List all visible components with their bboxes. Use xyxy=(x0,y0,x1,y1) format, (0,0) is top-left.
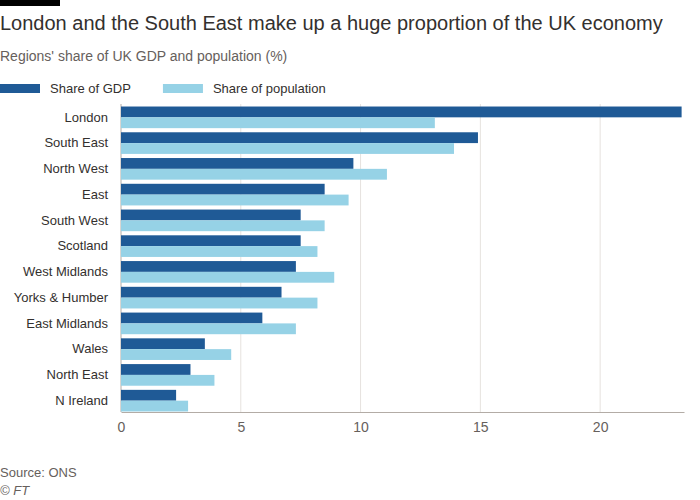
bar xyxy=(121,184,325,195)
brand-bar xyxy=(0,0,60,6)
x-tick: 10 xyxy=(353,412,369,435)
bar xyxy=(121,235,301,246)
y-tick: East Midlands xyxy=(26,316,121,331)
y-tick: West Midlands xyxy=(23,264,121,279)
bars xyxy=(121,107,682,412)
bar xyxy=(121,349,231,360)
category-label: East Midlands xyxy=(26,316,108,331)
source: Source: ONS xyxy=(0,465,77,480)
bar xyxy=(121,132,478,143)
grid xyxy=(121,104,600,412)
legend-label: Share of GDP xyxy=(50,81,131,96)
bar xyxy=(121,338,205,349)
legend-swatch xyxy=(163,84,203,93)
y-tick: North East xyxy=(47,367,121,382)
subtitle: Regions' share of UK GDP and population … xyxy=(0,48,287,64)
x-tick-label: 20 xyxy=(593,419,609,435)
bar xyxy=(121,169,387,180)
legend-label: Share of population xyxy=(213,81,326,96)
y-tick: South West xyxy=(41,213,121,228)
y-tick: London xyxy=(65,109,121,124)
bar xyxy=(121,210,301,221)
y-axis: London South East North West East South West… xyxy=(14,109,121,407)
series xyxy=(121,107,682,401)
y-tick: Scotland xyxy=(57,238,121,253)
category-label: Yorks & Humber xyxy=(14,290,109,305)
series xyxy=(121,117,454,411)
category-label: Scotland xyxy=(57,238,108,253)
bar xyxy=(121,117,435,128)
grid-line xyxy=(480,104,481,412)
category-label: London xyxy=(65,109,108,124)
bar xyxy=(121,220,325,231)
credit: © FT xyxy=(0,483,30,498)
y-tick: Yorks & Humber xyxy=(14,290,121,305)
bar xyxy=(121,375,214,386)
x-tick: 15 xyxy=(473,412,489,435)
bar xyxy=(121,143,454,154)
y-tick: North West xyxy=(43,161,121,176)
legend-item: Share of population xyxy=(163,81,326,96)
bar xyxy=(121,246,317,257)
category-label: North West xyxy=(43,161,108,176)
bar xyxy=(121,364,190,375)
grid-line xyxy=(600,104,601,412)
category-label: East xyxy=(82,187,108,202)
y-tick: N Ireland xyxy=(55,393,121,408)
x-axis-line xyxy=(122,412,685,413)
x-axis: 0 5 10 15 20 xyxy=(118,412,685,435)
x-tick-label: 15 xyxy=(473,419,489,435)
bar xyxy=(121,287,282,298)
category-label: South East xyxy=(44,135,108,150)
category-label: Wales xyxy=(72,341,108,356)
category-label: N Ireland xyxy=(55,393,108,408)
bar xyxy=(121,107,682,118)
bar xyxy=(121,298,317,309)
legend-swatch xyxy=(0,84,40,93)
y-tick: East xyxy=(82,187,121,202)
x-tick: 5 xyxy=(237,412,245,435)
bar xyxy=(121,390,176,401)
x-tick: 20 xyxy=(593,412,609,435)
category-label: West Midlands xyxy=(23,264,109,279)
x-tick-label: 5 xyxy=(237,419,245,435)
y-tick: South East xyxy=(44,135,121,150)
legend: Share of GDP Share of population xyxy=(0,81,326,96)
legend-item: Share of GDP xyxy=(0,81,131,96)
x-tick: 0 xyxy=(118,412,126,435)
bar xyxy=(121,158,353,169)
chart: London and the South East make up a huge… xyxy=(0,0,700,500)
category-label: South West xyxy=(41,213,108,228)
bar xyxy=(121,323,296,334)
category-label: North East xyxy=(47,367,109,382)
x-tick-label: 0 xyxy=(118,419,126,435)
title: London and the South East make up a huge… xyxy=(0,12,663,34)
bar xyxy=(121,261,296,272)
y-tick: Wales xyxy=(72,341,121,356)
bar xyxy=(121,272,334,283)
bar xyxy=(121,401,188,412)
bar xyxy=(121,313,262,324)
bar xyxy=(121,195,349,206)
x-tick-label: 10 xyxy=(353,419,369,435)
